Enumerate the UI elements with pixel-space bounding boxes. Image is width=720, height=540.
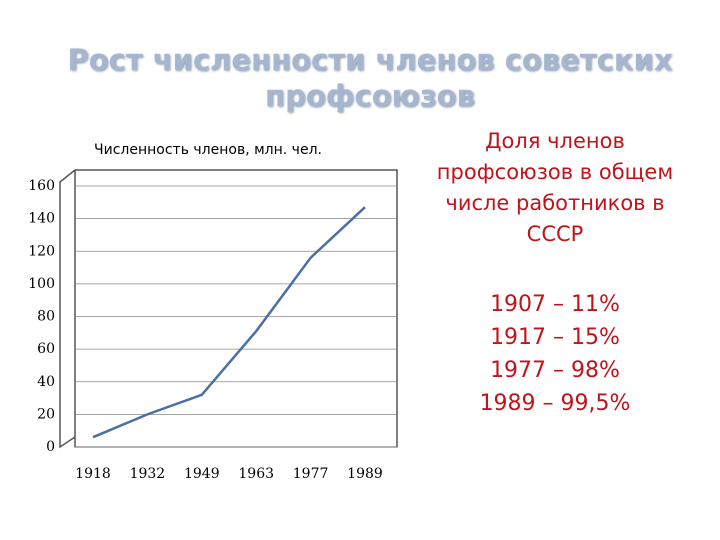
y-tick-label: 80	[37, 309, 55, 325]
x-tick-label: 1977	[293, 466, 329, 482]
note-item: 1917 – 15%	[490, 325, 620, 350]
y-tick-label: 140	[28, 211, 55, 227]
note-heading-line: Доля членов	[485, 129, 625, 153]
note-heading: Доля членов профсоюзов в общем числе работ…	[410, 126, 700, 250]
y-tick-label: 60	[37, 341, 55, 357]
chart-title: Рост численности членов советских профсо…	[67, 43, 673, 113]
line	[92, 206, 366, 439]
x-tick-label: 1963	[238, 466, 274, 482]
x-tick-label: 1918	[75, 466, 111, 482]
note-heading-line: профсоюзов в общем	[436, 160, 674, 184]
y-tick-label: 100	[28, 276, 55, 292]
x-tick-label: 1989	[347, 466, 383, 482]
note-items: 1907 – 11% 1917 – 15% 1977 – 98% 1989 – 99,…	[410, 288, 700, 420]
side-note: Доля членов профсоюзов в общем числе работ…	[410, 126, 700, 420]
y-axis-label: Численность членов, млн. чел.	[94, 142, 322, 158]
note-heading-line: СССР	[526, 222, 584, 246]
y-tick-label: 0	[46, 439, 55, 455]
y-tick-label: 40	[37, 374, 55, 390]
axis-wall	[59, 169, 76, 449]
x-tick-label: 1932	[130, 466, 166, 482]
y-tick-label: 120	[28, 243, 55, 259]
note-item: 1907 – 11%	[490, 292, 620, 317]
y-tick-label: 20	[37, 406, 55, 422]
note-item: 1977 – 98%	[490, 358, 620, 383]
note-heading-line: числе работников в	[445, 191, 665, 215]
plot-frame	[74, 169, 398, 448]
note-item: 1989 – 99,5%	[479, 391, 631, 416]
y-tick-label: 160	[28, 178, 55, 194]
x-tick-label: 1949	[184, 466, 220, 482]
